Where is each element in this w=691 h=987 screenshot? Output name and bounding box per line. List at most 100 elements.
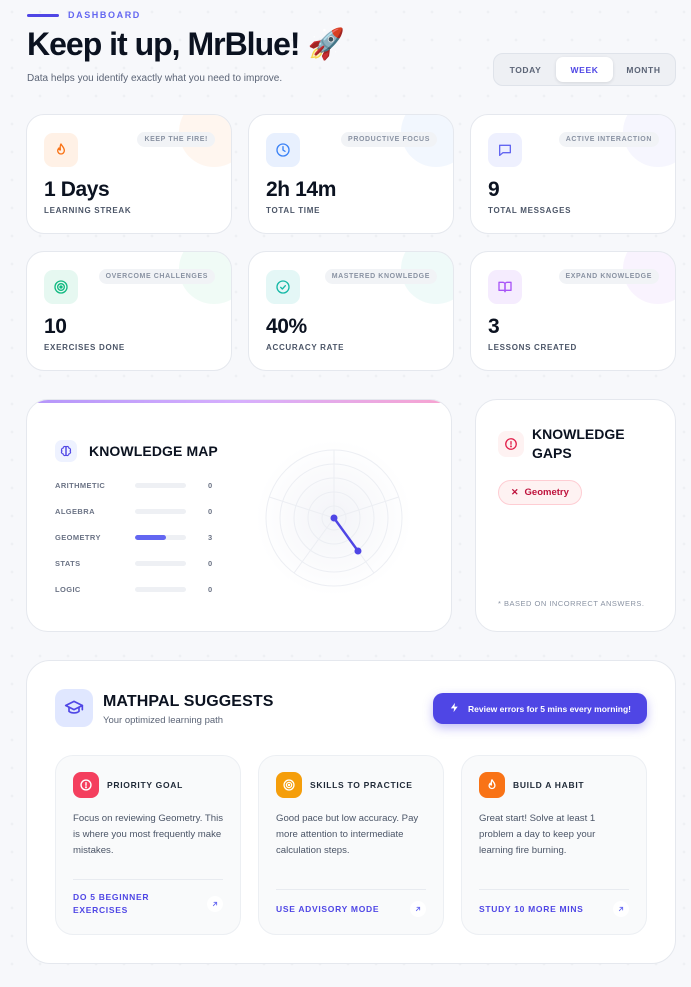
skill-count: 0 [208,506,213,516]
target-icon [44,270,78,304]
radar-geometry-point [354,547,362,555]
arrow-up-right-icon[interactable] [410,901,426,917]
range-tab-month[interactable]: MONTH [626,64,661,75]
eyebrow-label: DASHBOARD [68,10,141,20]
skill-row-algebra: ALGEBRA 0 [55,505,215,517]
stat-card-accuracy: MASTERED KNOWLEDGE 40% ACCURACY RATE [248,251,454,371]
flame-icon [44,133,78,167]
suggestion-heading: SKILLS TO PRACTICE [310,780,413,790]
divider [479,889,629,890]
close-icon: ✕ [511,487,519,497]
suggestion-body: Focus on reviewing Geometry. This is whe… [73,813,224,857]
skill-bar [135,508,186,514]
check-circle-icon [266,270,300,304]
stat-value: 9 [488,178,500,201]
page-subtitle: Data helps you identify exactly what you… [27,73,283,84]
stat-tag: ACTIVE INTERACTION [558,132,659,147]
divider [276,889,426,890]
use-advisory-mode-link[interactable]: USE ADVISORY MODE [276,904,380,914]
skill-bar [135,534,186,540]
stat-value: 2h 14m [266,178,336,201]
skill-name: ARITHMETIC [55,480,106,490]
knowledge-map-title: KNOWLEDGE MAP [89,443,218,459]
suggestion-heading: BUILD A HABIT [513,780,585,790]
stat-tag: OVERCOME CHALLENGES [98,269,215,284]
skill-count: 0 [208,480,213,490]
skill-name: ALGEBRA [55,506,95,516]
skill-bar [135,586,186,592]
knowledge-map-card: KNOWLEDGE MAP ARITHMETIC 0 ALGEBRA 0 GEO… [26,399,452,632]
stat-tag: KEEP THE FIRE! [137,132,215,147]
stat-label: LEARNING STREAK [44,206,132,215]
message-icon [488,133,522,167]
stat-label: LESSONS CREATED [488,343,578,352]
skill-count: 0 [208,584,213,594]
stat-value: 1 Days [44,178,110,201]
study-more-mins-link[interactable]: STUDY 10 MORE MINS [479,904,584,914]
stat-card-streak: KEEP THE FIRE! 1 Days LEARNING STREAK [26,114,232,234]
radar-axis [269,496,335,519]
mathpal-suggests-card: MATHPAL SUGGESTS Your optimized learning… [26,660,676,964]
stat-value: 10 [44,315,67,338]
skill-row-stats: STATS 0 [55,557,215,569]
skill-bar [135,482,186,488]
knowledge-gaps-title: KNOWLEDGE GAPS [532,426,625,461]
review-errors-label: Review errors for 5 mins every morning! [468,703,631,714]
skill-count: 0 [208,558,213,568]
brain-icon [55,440,77,462]
alert-circle-icon [73,772,99,798]
page-title: Keep it up, MrBlue! 🚀 [27,26,345,63]
stat-card-time: PRODUCTIVE FOCUS 2h 14m TOTAL TIME [248,114,454,234]
radar-center-point [330,514,338,522]
stat-card-messages: ACTIVE INTERACTION 9 TOTAL MESSAGES [470,114,676,234]
knowledge-radar-chart [256,440,412,596]
radar-axis [333,496,399,519]
rocket-icon: 🚀 [307,27,345,61]
skill-count: 3 [208,532,213,542]
skill-row-geometry: GEOMETRY 3 [55,531,215,543]
stat-label: TOTAL TIME [266,206,321,215]
range-tab-today[interactable]: TODAY [509,64,542,75]
gap-chip-geometry[interactable]: ✕ Geometry [498,480,582,505]
stat-tag: PRODUCTIVE FOCUS [341,132,437,147]
stat-label: TOTAL MESSAGES [488,206,572,215]
divider [73,879,223,880]
stat-value: 3 [488,315,500,338]
suggestion-body: Good pace but low accuracy. Pay more att… [276,813,419,857]
range-tab-week[interactable]: WEEK [556,57,613,82]
review-errors-button[interactable]: Review errors for 5 mins every morning! [433,693,647,724]
suggestion-heading: PRIORITY GOAL [107,780,184,790]
radar-geometry-line [332,516,360,553]
flame-icon [479,772,505,798]
graduation-cap-icon [55,689,93,727]
stat-tag: EXPAND KNOWLEDGE [558,269,659,284]
lightning-icon [449,702,460,715]
accent-line [27,400,451,403]
stat-card-lessons: EXPAND KNOWLEDGE 3 LESSONS CREATED [470,251,676,371]
gap-chip-label: Geometry [524,487,569,498]
do-beginner-exercises-link[interactable]: DO 5 BEGINNER EXERCISES [73,892,150,916]
clock-icon [266,133,300,167]
arrow-up-right-icon[interactable] [207,896,223,912]
time-range-toggle: TODAY WEEK MONTH [493,53,676,86]
suggests-title: MATHPAL SUGGESTS [103,693,274,710]
skill-name: STATS [55,558,81,568]
alert-circle-icon [498,431,524,457]
stat-label: EXERCISES DONE [44,343,125,352]
gaps-footnote: * BASED ON INCORRECT ANSWERS. [498,599,645,608]
suggestion-card-build-a-habit: BUILD A HABIT Great start! Solve at leas… [461,755,647,935]
skill-row-arithmetic: ARITHMETIC 0 [55,479,215,491]
eyebrow: DASHBOARD [27,10,141,20]
eyebrow-bar [27,13,59,17]
suggestion-body: Great start! Solve at least 1 problem a … [479,813,596,857]
stat-value: 40% [266,315,307,338]
skill-row-logic: LOGIC 0 [55,583,215,595]
skill-name: GEOMETRY [55,532,101,542]
stat-card-exercises: OVERCOME CHALLENGES 10 EXERCISES DONE [26,251,232,371]
suggestion-card-skills-to-practice: SKILLS TO PRACTICE Good pace but low acc… [258,755,444,935]
suggestion-card-priority-goal: PRIORITY GOAL Focus on reviewing Geometr… [55,755,241,935]
book-icon [488,270,522,304]
arrow-up-right-icon[interactable] [613,901,629,917]
suggests-subtitle: Your optimized learning path [103,715,224,726]
